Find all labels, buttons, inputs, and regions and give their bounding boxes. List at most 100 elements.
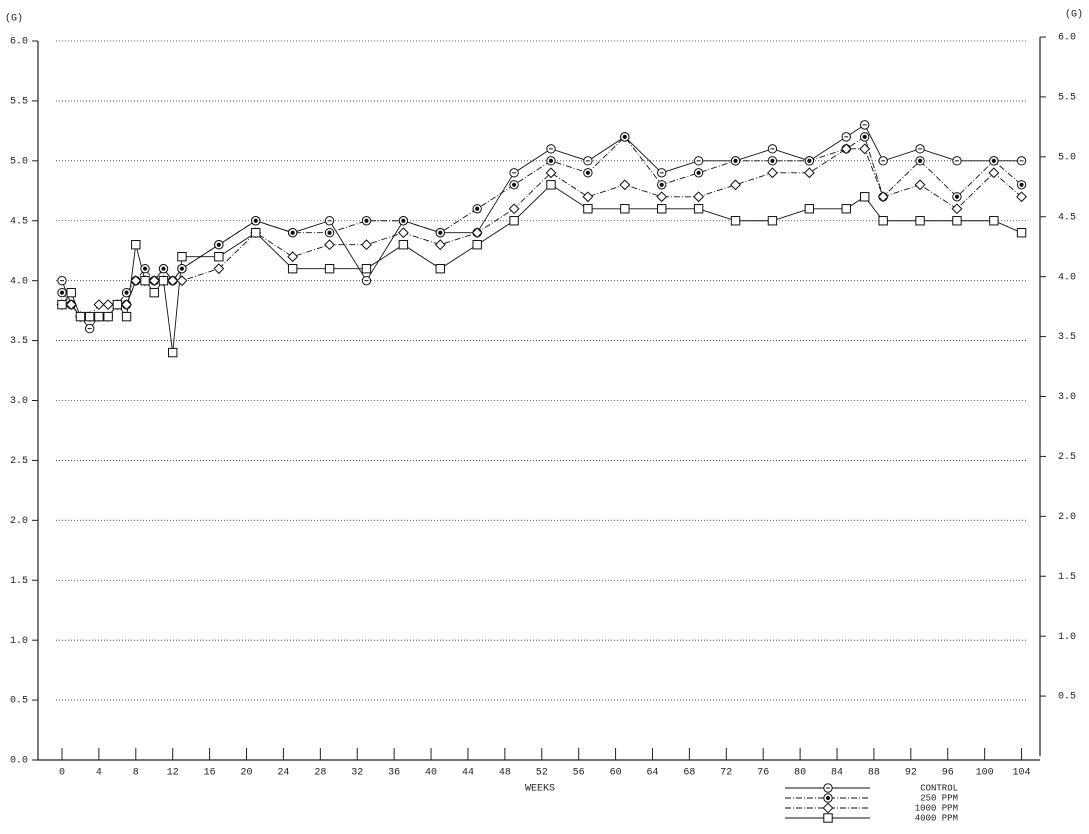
marker [435, 263, 445, 274]
marker [214, 240, 224, 250]
marker [509, 216, 519, 226]
x-tick-label: 60 [610, 768, 622, 779]
marker [840, 143, 852, 155]
marker-part [435, 263, 445, 274]
x-tick-label: 16 [204, 768, 216, 779]
marker-part [475, 206, 480, 211]
y2-tick-label: 3.5 [1058, 332, 1076, 343]
x-tick-label: 72 [720, 768, 732, 779]
marker-part [57, 299, 67, 310]
marker [509, 168, 519, 178]
marker [730, 216, 741, 226]
marker [767, 216, 778, 226]
marker [112, 299, 123, 310]
marker [841, 132, 851, 142]
marker-part [656, 191, 668, 203]
marker-part [878, 216, 888, 226]
marker [435, 228, 445, 238]
marker [130, 275, 142, 287]
x-tick-label: 48 [499, 768, 511, 779]
marker-part [290, 230, 295, 235]
x-tick-label: 28 [314, 768, 326, 779]
marker-part [696, 170, 701, 175]
marker-part [361, 263, 372, 274]
marker [149, 287, 159, 298]
marker-part [989, 216, 999, 226]
marker [66, 287, 76, 298]
marker-part [401, 218, 406, 223]
x-tick-label: 12 [167, 768, 179, 779]
y-tick-label: 2.0 [10, 516, 28, 527]
marker [619, 179, 631, 191]
marker-part [214, 252, 224, 262]
marker-part [914, 179, 926, 191]
marker [915, 144, 925, 154]
marker-part [179, 266, 185, 271]
marker-part [733, 158, 738, 163]
marker [177, 252, 187, 262]
marker [324, 263, 335, 274]
marker [767, 167, 778, 179]
marker [1016, 156, 1027, 166]
marker-part [804, 204, 815, 214]
marker-part [730, 216, 741, 226]
marker-part [619, 179, 631, 191]
marker [57, 299, 67, 310]
marker-part [158, 275, 169, 286]
marker [841, 204, 851, 214]
marker-part [438, 230, 443, 235]
marker-part [988, 167, 1000, 179]
marker-part [121, 311, 132, 322]
marker [177, 263, 187, 274]
marker-part [161, 266, 166, 271]
marker-part [822, 802, 834, 814]
y2-tick-label: 2.0 [1058, 512, 1076, 523]
marker-part [472, 240, 482, 250]
marker [803, 167, 815, 179]
y-tick-label: 6.0 [10, 37, 28, 48]
marker [361, 239, 372, 251]
marker-part [1016, 228, 1027, 238]
marker [158, 275, 169, 286]
marker-part [177, 252, 187, 262]
marker [952, 156, 962, 166]
marker-part [176, 275, 188, 287]
marker-part [859, 143, 871, 155]
marker-part [730, 179, 741, 191]
x-tick-label: 96 [942, 768, 954, 779]
y-tick-label: 1.0 [10, 636, 28, 647]
x-tick-label: 80 [794, 768, 806, 779]
marker [693, 191, 705, 203]
marker-part [823, 813, 833, 823]
marker [509, 180, 519, 190]
marker [693, 204, 704, 214]
x-tick-label: 56 [573, 768, 585, 779]
legend-label: CONTROL [920, 783, 958, 793]
marker [878, 216, 888, 226]
marker [583, 204, 593, 214]
marker [914, 179, 926, 191]
marker-part [825, 795, 831, 801]
marker [84, 323, 95, 334]
marker-part [917, 158, 923, 163]
series-line [61, 136, 1022, 318]
marker-part [583, 204, 593, 214]
x-axis-label: WEEKS [525, 784, 555, 795]
marker [767, 156, 778, 166]
marker-part [75, 311, 86, 322]
y2-tick-label: 3.0 [1058, 392, 1076, 403]
marker-part [620, 204, 630, 214]
x-tick-label: 64 [646, 768, 658, 779]
marker [546, 180, 556, 190]
marker [989, 156, 999, 166]
marker [398, 216, 409, 226]
x-tick-label: 0 [59, 768, 65, 779]
y-tick-label: 1.5 [10, 576, 28, 587]
marker-part [511, 182, 517, 187]
marker-part [167, 275, 179, 287]
marker-part [66, 287, 76, 298]
marker [877, 191, 889, 203]
legend-label: 4000 PPM [915, 813, 958, 823]
marker-part [397, 227, 409, 239]
